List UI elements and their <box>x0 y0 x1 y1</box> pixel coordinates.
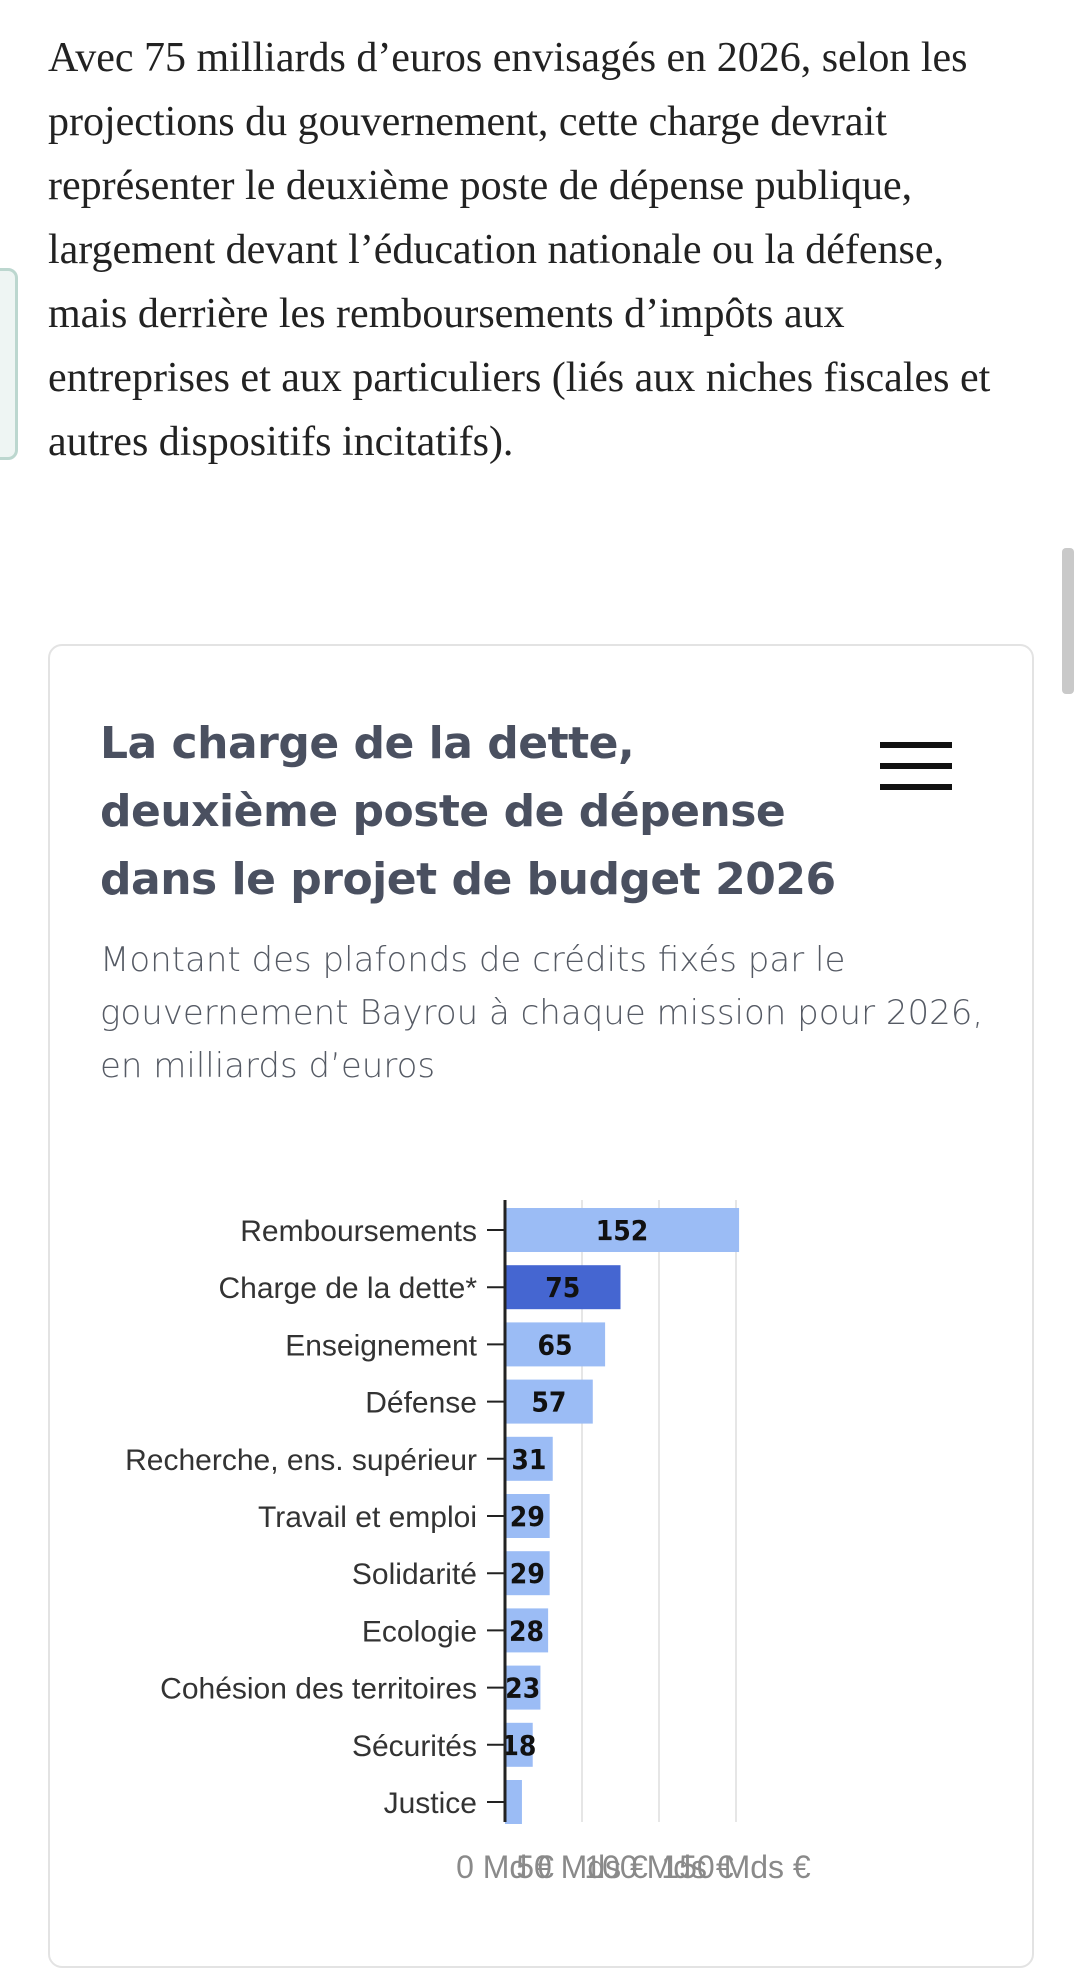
category-label-9: Sécurités <box>352 1730 477 1763</box>
scrollbar-thumb[interactable] <box>1062 548 1074 694</box>
value-label-6: 29 <box>510 1557 545 1590</box>
category-label-5: Travail et emploi <box>258 1501 477 1534</box>
category-label-0: Remboursements <box>240 1215 477 1248</box>
category-label-7: Ecologie <box>362 1615 477 1648</box>
category-label-3: Défense <box>365 1387 477 1420</box>
bar-3 <box>505 1379 593 1424</box>
side-feedback-tab[interactable] <box>0 268 18 460</box>
bar-5 <box>505 1494 550 1538</box>
chart-subtitle: Montant des plafonds de crédits fixés pa… <box>100 940 984 1086</box>
value-label-7: 28 <box>509 1614 544 1647</box>
x-tick-label-50: 50 Mds € <box>516 1849 648 1885</box>
bar-6 <box>505 1551 550 1596</box>
bar-10 <box>505 1780 522 1824</box>
bar-7 <box>505 1608 549 1653</box>
category-label-8: Cohésion des territoires <box>160 1673 477 1706</box>
value-label-2: 65 <box>538 1328 573 1361</box>
bar-4 <box>505 1436 553 1481</box>
value-label-3: 57 <box>531 1386 566 1419</box>
chart-title: La charge de la dette, deuxième poste de… <box>100 718 836 905</box>
value-label-4: 31 <box>511 1443 546 1476</box>
bar-2 <box>505 1322 606 1367</box>
bar-0 <box>505 1208 740 1252</box>
article-paragraph: Avec 75 milliards d’euros envisagés en 2… <box>48 35 991 465</box>
value-label-9: 18 <box>501 1729 536 1762</box>
bar-8 <box>505 1665 541 1710</box>
value-label-1: 75 <box>545 1271 580 1304</box>
value-label-5: 29 <box>510 1500 545 1533</box>
x-tick-label-0: 0 Md € <box>456 1849 554 1885</box>
category-label-10: Justice <box>384 1787 477 1820</box>
category-label-2: Enseignement <box>285 1329 477 1362</box>
bar-9 <box>505 1722 533 1767</box>
category-label-4: Recherche, ens. supérieur <box>125 1444 477 1477</box>
category-label-1: Charge de la dette* <box>218 1272 477 1305</box>
value-label-0: 152 <box>596 1214 649 1247</box>
chart-menu-button[interactable] <box>878 738 954 794</box>
x-tick-label-100: 100 Mds € <box>584 1849 734 1885</box>
x-tick-label-150: 150 Mds € <box>661 1849 811 1885</box>
value-label-8: 23 <box>505 1672 540 1705</box>
category-label-6: Solidarité <box>352 1558 477 1591</box>
bar-chart: Remboursements 152 Charge de la dette* 75 En… <box>125 1200 811 1885</box>
bar-1 <box>505 1265 621 1310</box>
